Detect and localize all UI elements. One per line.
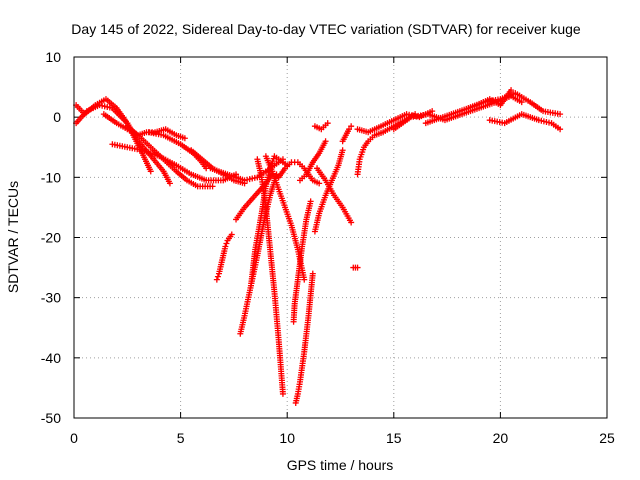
data-point: [309, 270, 316, 277]
data-point: [301, 276, 308, 283]
plot-frame: [73, 56, 608, 419]
series-arc-13: [254, 156, 286, 397]
data-point: [324, 120, 331, 127]
y-tick-label: 0: [53, 109, 61, 125]
x-tick-label: 25: [599, 430, 615, 446]
data-point: [181, 135, 188, 142]
chart-title: Day 145 of 2022, Sidereal Day-to-day VTE…: [71, 21, 581, 37]
y-axis-label: SDTVAR / TECUs: [5, 181, 21, 293]
x-tick-label: 15: [386, 430, 402, 446]
data-point: [557, 126, 564, 133]
data-point: [222, 243, 229, 250]
tick-labels: 0 5 10 15 20 25 10 0 -10 -20 -30 -40 -50: [41, 49, 615, 446]
series-arc-6: [124, 123, 216, 190]
y-tick-label: -30: [41, 290, 61, 306]
series-arc-28: [486, 111, 564, 133]
data-point: [279, 390, 286, 397]
data-point: [348, 219, 355, 226]
data-points: [73, 87, 564, 406]
data-point: [166, 180, 173, 187]
data-point: [346, 126, 353, 133]
series-arc-20: [311, 120, 331, 133]
series-arc-21: [314, 165, 355, 226]
x-tick-label: 10: [279, 430, 295, 446]
series-arc-9: [213, 231, 235, 283]
series-arc-22: [339, 123, 355, 145]
y-tick-label: 10: [45, 49, 61, 65]
y-tick-label: -20: [41, 230, 61, 246]
data-point: [518, 99, 525, 106]
series-arc-27: [465, 90, 564, 118]
data-point: [147, 168, 154, 175]
data-point: [557, 111, 564, 118]
data-point: [339, 147, 346, 154]
y-tick-label: -40: [41, 350, 61, 366]
x-tick-label: 0: [70, 430, 78, 446]
series-arc-29: [350, 264, 361, 271]
series-arc-18: [296, 138, 329, 184]
series-arc-16: [290, 198, 314, 325]
data-point: [354, 264, 361, 271]
series-arc-2: [73, 96, 173, 187]
data-point: [213, 276, 220, 283]
data-point: [316, 180, 323, 187]
grid: [73, 56, 608, 419]
x-tick-label: 20: [493, 430, 509, 446]
series-arc-3: [100, 111, 188, 142]
data-point: [209, 183, 216, 190]
data-point: [348, 123, 355, 130]
data-point: [223, 240, 230, 247]
x-tick-label: 5: [177, 430, 185, 446]
y-tick-label: -50: [41, 410, 61, 426]
data-point: [322, 138, 329, 145]
data-point: [214, 273, 221, 280]
data-point: [307, 198, 314, 205]
y-tick-label: -10: [41, 169, 61, 185]
x-axis-label: GPS time / hours: [287, 457, 394, 473]
series-arc-17: [292, 270, 316, 406]
data-point: [228, 231, 235, 238]
